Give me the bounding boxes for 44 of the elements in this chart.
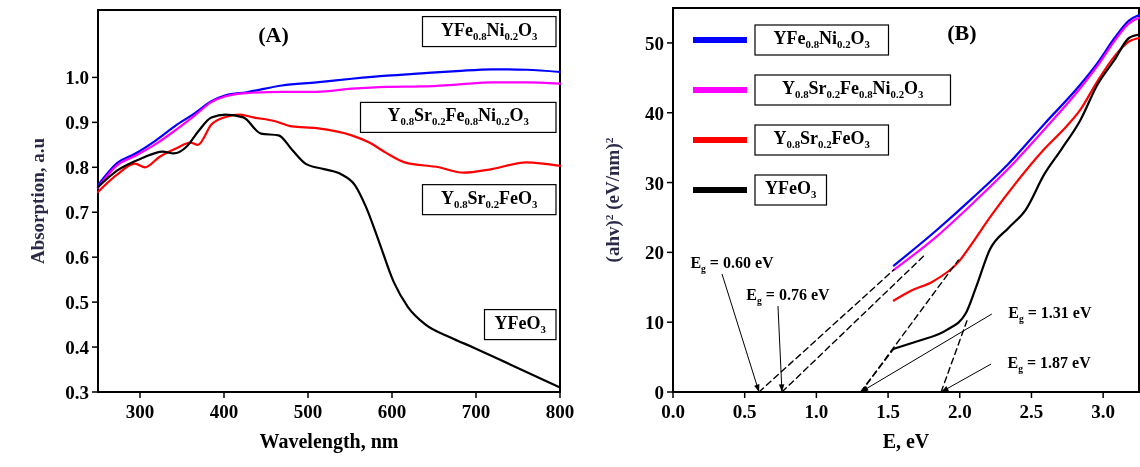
- y-tick-label: 0.8: [65, 157, 89, 179]
- y-tick-label: 0.5: [65, 292, 89, 314]
- x-tick-label: 300: [125, 401, 155, 422]
- x-tick-label: 2.0: [947, 401, 972, 422]
- legend-label: YFeO$_{3}$: [765, 178, 818, 200]
- y-tick-label: 30: [645, 172, 664, 194]
- x-tick-label: 400: [209, 401, 239, 422]
- series-label: YFe$_{0.8}$Ni$_{0.2}$O$_{3}$: [441, 19, 539, 42]
- x-tick-label: 2.5: [1019, 401, 1044, 422]
- x-tick-label: 600: [377, 401, 407, 422]
- series-label: Y$_{0.8}$Sr$_{0.2}$FeO$_{3}$: [441, 187, 539, 210]
- y-tick-label: 0.7: [65, 202, 90, 224]
- annotation: E$_{g}$ = 1.87 eV: [1007, 354, 1092, 374]
- x-tick-label: 0.5: [732, 401, 757, 422]
- y-tick-label: 0.4: [65, 337, 90, 359]
- text: Y$_{0.8}$Sr$_{0.2}$Fe$_{0.8}$Ni$_{0.2}$O$_{3}$: [782, 78, 924, 100]
- x-tick-label: 3.0: [1091, 401, 1116, 422]
- y-tick-label: 50: [645, 32, 664, 54]
- x-axis-title: E, eV: [882, 430, 930, 452]
- series-label: YFeO$_{3}$: [494, 312, 547, 335]
- y-tick-label: 10: [645, 312, 664, 334]
- annotation: E$_{g}$ = 0.60 eV: [690, 254, 775, 274]
- y-tick-label: 0.3: [65, 382, 89, 403]
- annotation: E$_{g}$ = 0.76 eV: [746, 286, 831, 306]
- text: Y$_{0.8}$Sr$_{0.2}$Fe$_{0.8}$Ni$_{0.2}$O$_{3}$: [387, 105, 529, 128]
- legend-label: YFe$_{0.8}$Ni$_{0.2}$O$_{3}$: [773, 28, 871, 50]
- x-tick-label: 1.0: [804, 401, 829, 422]
- legend-label: Y$_{0.8}$Sr$_{0.2}$FeO$_{3}$: [773, 128, 871, 150]
- x-tick-label: 1.5: [876, 401, 900, 422]
- x-tick-label: 0.0: [661, 401, 685, 422]
- y-tick-label: 0.6: [65, 247, 89, 269]
- text: (A): [258, 22, 289, 47]
- y-tick-label: 0.9: [65, 112, 89, 134]
- y-axis-title: Absorption, a.u: [27, 137, 48, 265]
- x-axis-title: Wavelength, nm: [259, 430, 399, 453]
- annotation: E$_{g}$ = 1.31 eV: [1008, 304, 1092, 324]
- y-tick-label: 1.0: [65, 67, 89, 89]
- y-tick-label: 40: [645, 102, 664, 124]
- text: (B): [947, 20, 977, 45]
- x-tick-label: 500: [293, 401, 323, 422]
- y-tick-label: 0: [654, 382, 664, 403]
- y-tick-label: 20: [645, 242, 664, 264]
- x-tick-label: 800: [545, 401, 575, 422]
- x-tick-label: 700: [461, 401, 491, 422]
